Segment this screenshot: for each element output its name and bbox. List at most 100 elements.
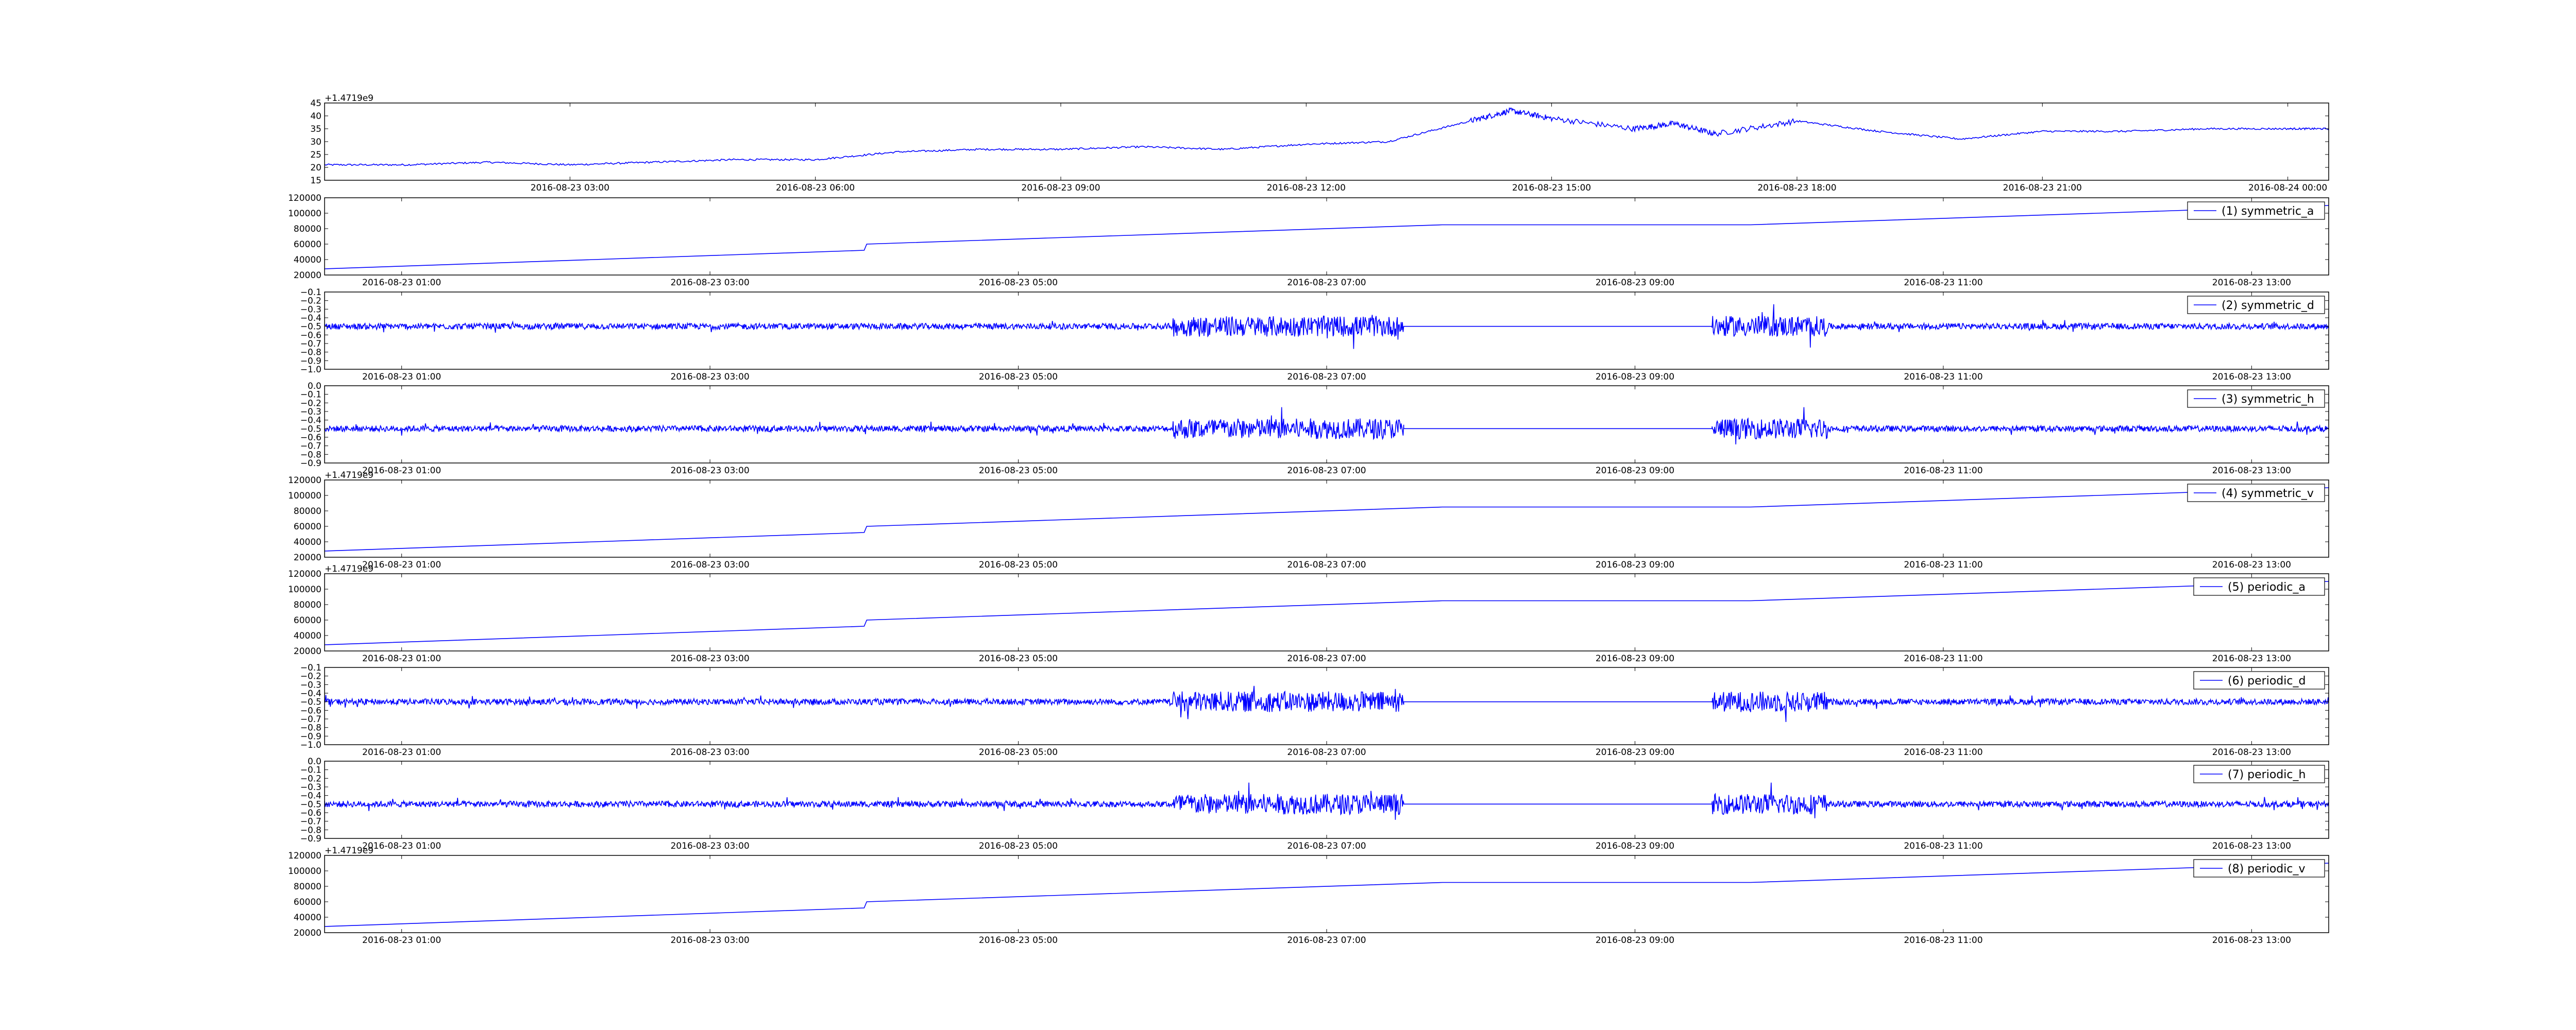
offset-label: +1.4719e9 bbox=[325, 470, 374, 480]
y-tick-label: −0.9 bbox=[300, 356, 321, 366]
x-tick-label: 2016-08-23 07:00 bbox=[1287, 466, 1366, 476]
legend-label: (8) periodic_v bbox=[2228, 863, 2305, 876]
y-tick-label: 60000 bbox=[294, 522, 321, 532]
x-tick-label: 2016-08-23 12:00 bbox=[1267, 183, 1346, 193]
y-tick-label: −0.2 bbox=[300, 672, 321, 682]
x-tick-label: 2016-08-23 15:00 bbox=[1512, 183, 1591, 193]
y-tick-label: 40 bbox=[310, 111, 321, 122]
x-tick-label: 2016-08-23 09:00 bbox=[1596, 372, 1674, 382]
y-tick-label: 40000 bbox=[294, 255, 321, 265]
series-line bbox=[324, 107, 2329, 166]
x-tick-label: 2016-08-23 03:00 bbox=[670, 278, 749, 288]
y-tick-label: −0.1 bbox=[300, 663, 321, 673]
legend: (8) periodic_v bbox=[2193, 859, 2325, 878]
y-tick-label: −0.8 bbox=[300, 825, 321, 835]
y-tick-label: −0.5 bbox=[300, 424, 321, 434]
x-tick-label: 2016-08-23 05:00 bbox=[979, 747, 1058, 758]
x-tick-label: 2016-08-23 11:00 bbox=[1904, 935, 1982, 946]
series-line bbox=[324, 581, 2329, 645]
x-tick-label: 2016-08-23 05:00 bbox=[979, 841, 1058, 851]
y-tick-label: −0.1 bbox=[300, 287, 321, 298]
x-tick-label: 2016-08-23 01:00 bbox=[362, 372, 441, 382]
offset-label: +1.4719e9 bbox=[325, 93, 374, 104]
y-tick-label: 45 bbox=[310, 98, 321, 109]
y-tick-label: −0.4 bbox=[300, 689, 321, 699]
legend-label: (4) symmetric_v bbox=[2222, 487, 2314, 500]
y-tick-label: −0.3 bbox=[300, 407, 321, 417]
x-tick-label: 2016-08-23 18:00 bbox=[1757, 183, 1836, 193]
x-tick-label: 2016-08-23 09:00 bbox=[1596, 466, 1674, 476]
series-line bbox=[324, 205, 2329, 269]
x-tick-label: 2016-08-23 01:00 bbox=[362, 747, 441, 758]
y-tick-label: 60000 bbox=[294, 615, 321, 626]
x-tick-label: 2016-08-23 07:00 bbox=[1287, 935, 1366, 946]
x-tick-label: 2016-08-23 05:00 bbox=[979, 654, 1058, 664]
y-tick-label: 80000 bbox=[294, 882, 321, 892]
x-tick-label: 2016-08-23 09:00 bbox=[1596, 278, 1674, 288]
y-tick-label: 100000 bbox=[288, 491, 321, 501]
x-tick-label: 2016-08-23 03:00 bbox=[670, 466, 749, 476]
y-tick-label: 35 bbox=[310, 124, 321, 134]
legend: (4) symmetric_v bbox=[2187, 484, 2325, 502]
y-tick-label: 60000 bbox=[294, 897, 321, 907]
x-tick-label: 2016-08-23 03:00 bbox=[670, 654, 749, 664]
x-tick-label: 2016-08-23 01:00 bbox=[362, 278, 441, 288]
series-line bbox=[324, 685, 2329, 722]
y-tick-label: 0.0 bbox=[308, 757, 321, 767]
x-tick-label: 2016-08-23 07:00 bbox=[1287, 841, 1366, 851]
x-tick-label: 2016-08-23 13:00 bbox=[2212, 466, 2291, 476]
y-tick-label: 80000 bbox=[294, 224, 321, 234]
y-tick-label: 20000 bbox=[294, 928, 321, 938]
y-tick-label: 120000 bbox=[288, 475, 321, 486]
y-tick-label: 0.0 bbox=[308, 381, 321, 391]
y-tick-label: −0.9 bbox=[300, 731, 321, 742]
y-tick-label: −0.7 bbox=[300, 714, 321, 725]
y-tick-label: 120000 bbox=[288, 851, 321, 861]
y-tick-label: −0.6 bbox=[300, 706, 321, 716]
series-line bbox=[324, 863, 2329, 927]
x-tick-label: 2016-08-23 01:00 bbox=[362, 841, 441, 851]
x-tick-label: 2016-08-23 11:00 bbox=[1904, 466, 1982, 476]
subplot-8: −0.9−0.8−0.7−0.6−0.5−0.4−0.3−0.2−0.10.0 2… bbox=[300, 757, 2329, 851]
y-tick-label: 80000 bbox=[294, 506, 321, 517]
x-tick-label: 2016-08-23 11:00 bbox=[1904, 747, 1982, 758]
x-tick-label: 2016-08-23 07:00 bbox=[1287, 654, 1366, 664]
y-tick-label: 20 bbox=[310, 163, 321, 173]
x-tick-label: 2016-08-23 11:00 bbox=[1904, 278, 1982, 288]
x-tick-label: 2016-08-23 03:00 bbox=[670, 560, 749, 570]
series-line bbox=[324, 782, 2329, 820]
y-tick-label: 100000 bbox=[288, 585, 321, 595]
y-tick-label: −0.9 bbox=[300, 834, 321, 844]
legend: (3) symmetric_h bbox=[2187, 389, 2325, 408]
subplot-5: 20000 40000 60000 80000 100000 120000 2016-08-… bbox=[288, 470, 2329, 570]
subplot-9: 20000 40000 60000 80000 100000 120000 2016-08-… bbox=[288, 846, 2329, 946]
x-tick-label: 2016-08-23 03:00 bbox=[670, 372, 749, 382]
x-tick-label: 2016-08-24 00:00 bbox=[2248, 183, 2327, 193]
legend: (2) symmetric_d bbox=[2187, 296, 2325, 314]
x-tick-label: 2016-08-23 13:00 bbox=[2212, 278, 2291, 288]
y-tick-label: −0.6 bbox=[300, 330, 321, 340]
y-tick-label: 20000 bbox=[294, 553, 321, 563]
x-tick-label: 2016-08-23 13:00 bbox=[2212, 841, 2291, 851]
x-tick-label: 2016-08-23 07:00 bbox=[1287, 372, 1366, 382]
x-tick-label: 2016-08-23 01:00 bbox=[362, 654, 441, 664]
legend-label: (7) periodic_h bbox=[2228, 768, 2306, 781]
x-tick-label: 2016-08-23 11:00 bbox=[1904, 372, 1982, 382]
subplot-4: −0.9−0.8−0.7−0.6−0.5−0.4−0.3−0.2−0.10.0 2… bbox=[300, 381, 2329, 476]
y-tick-label: −0.6 bbox=[300, 433, 321, 443]
x-tick-label: 2016-08-23 01:00 bbox=[362, 935, 441, 946]
y-tick-label: −0.2 bbox=[300, 774, 321, 784]
y-tick-label: 30 bbox=[310, 137, 321, 147]
x-tick-label: 2016-08-23 13:00 bbox=[2212, 372, 2291, 382]
legend: (6) periodic_d bbox=[2193, 671, 2325, 690]
y-tick-label: −0.4 bbox=[300, 416, 321, 426]
legend-label: (1) symmetric_a bbox=[2222, 205, 2314, 218]
legend-label: (2) symmetric_d bbox=[2222, 299, 2314, 312]
y-tick-label: 120000 bbox=[288, 569, 321, 579]
legend: (5) periodic_a bbox=[2193, 577, 2325, 596]
x-tick-label: 2016-08-23 09:00 bbox=[1596, 935, 1674, 946]
y-tick-label: −0.1 bbox=[300, 765, 321, 776]
y-tick-label: −0.4 bbox=[300, 313, 321, 323]
